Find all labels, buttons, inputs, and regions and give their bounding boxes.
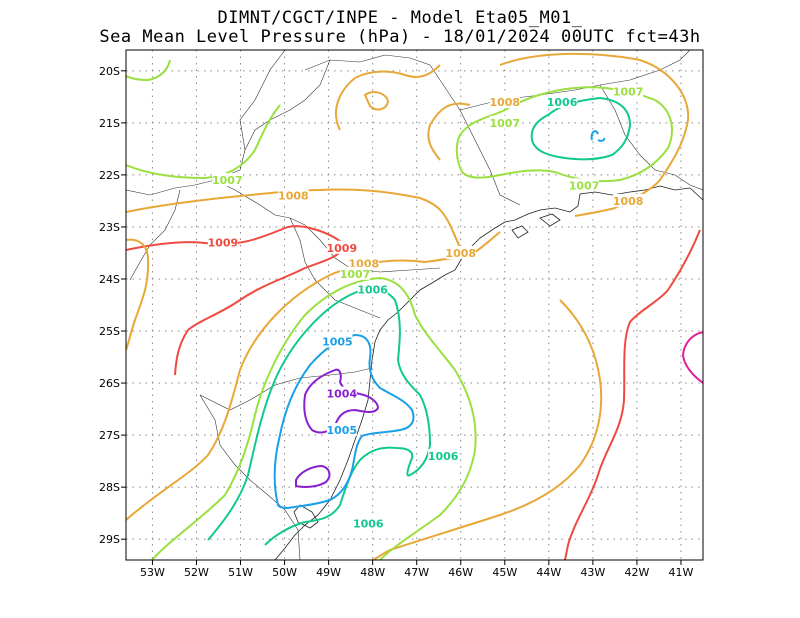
x-tick-label: 42W <box>624 566 649 579</box>
contour-label-1008: 1008 <box>445 247 476 260</box>
contour-1007 <box>126 104 281 180</box>
x-tick-label: 48W <box>360 566 385 579</box>
contour-1007 <box>126 59 171 82</box>
contour-1007 <box>151 276 477 560</box>
contour-label-1004: 1004 <box>327 387 358 400</box>
contour-label-1007: 1007 <box>569 179 600 192</box>
contour-label-bg <box>569 178 600 192</box>
contour-1008 <box>126 238 150 351</box>
contour-1006 <box>530 96 632 161</box>
y-tick-label: 25S <box>99 325 120 338</box>
contour-label-bg <box>489 95 520 109</box>
x-tick-label: 50W <box>272 566 297 579</box>
x-tick-label: 51W <box>228 566 253 579</box>
contour-label-1006: 1006 <box>547 96 578 109</box>
contour-label-1008: 1008 <box>613 195 644 208</box>
contour-1008 <box>363 91 390 111</box>
contour-1010 <box>681 331 703 384</box>
contour-label-1009: 1009 <box>327 242 358 255</box>
y-axis: 20S 21S 22S 23S 24S 25S 26S 27S 28S 29S <box>99 65 126 546</box>
contour-1009 <box>564 229 701 560</box>
contour-1007 <box>455 86 673 183</box>
contour-label-bg <box>207 235 238 249</box>
plot-area <box>126 50 703 560</box>
state-border <box>244 59 331 151</box>
contour-label-bg <box>340 266 371 280</box>
contour-1005 <box>590 130 606 142</box>
contour-label-bg <box>322 334 353 348</box>
contour-label-bg <box>212 173 243 187</box>
x-tick-label: 43W <box>580 566 605 579</box>
contour-1004 <box>303 368 380 434</box>
plot-frame <box>125 49 704 561</box>
gridlines <box>126 50 703 560</box>
contour-label-1008: 1008 <box>278 190 309 203</box>
contour-label-bg <box>445 245 476 259</box>
y-tick-label: 21S <box>99 117 120 130</box>
contour-label-bg <box>613 84 644 98</box>
state-border <box>599 84 703 191</box>
contour-label-1006: 1006 <box>353 518 384 531</box>
x-tick-label: 46W <box>448 566 473 579</box>
y-tick-label: 23S <box>99 221 120 234</box>
y-tick-label: 27S <box>99 429 120 442</box>
contour-label-bg <box>613 193 644 207</box>
country-border <box>199 394 301 560</box>
contour-label-bg <box>428 448 459 462</box>
contour-label-1005: 1005 <box>322 335 353 348</box>
y-tick-label: 28S <box>99 481 120 494</box>
x-axis: 53W 52W 51W 50W 49W 48W 47W 46W 45W 44W 43W 42W 41W <box>140 560 694 579</box>
island-outline <box>511 225 529 239</box>
coastline <box>274 185 703 560</box>
state-border <box>129 189 181 281</box>
chart-title: DIMNT/CGCT/INPE - Model Eta05_M01_ <box>217 8 583 28</box>
y-tick-label: 20S <box>99 65 120 78</box>
state-border <box>199 367 373 411</box>
state-border <box>304 54 521 206</box>
y-tick-label: 22S <box>99 169 120 182</box>
y-tick-label: 24S <box>99 273 120 286</box>
contour-label-1009: 1009 <box>208 237 239 250</box>
y-tick-label: 26S <box>99 377 120 390</box>
state-border <box>289 217 381 319</box>
contour-1005 <box>273 333 415 510</box>
contour-label-1007: 1007 <box>340 268 371 281</box>
contour-label-bg <box>326 386 357 400</box>
contour-label-1007: 1007 <box>212 174 243 187</box>
contour-label-1006: 1006 <box>357 283 388 296</box>
lagoon <box>293 504 319 529</box>
contour-label-bg <box>547 95 578 109</box>
contour-label-bg <box>326 422 357 436</box>
contour-label-1007: 1007 <box>613 86 644 99</box>
contour-1008 <box>126 188 463 251</box>
contour-label-bg <box>353 516 384 530</box>
state-border <box>126 50 286 196</box>
contour-label-1007: 1007 <box>489 117 520 130</box>
contour-label-bg <box>326 240 357 254</box>
contour-labels: 1008 1006 1007 1007 1007 1007 1008 1008 1009 1009… <box>207 84 644 531</box>
x-tick-label: 44W <box>536 566 561 579</box>
y-tick-label: 29S <box>99 533 120 546</box>
contour-label-1005: 1005 <box>327 424 358 437</box>
contour-1008 <box>427 102 471 161</box>
contour-1008 <box>335 64 441 131</box>
state-border <box>214 179 441 273</box>
contour-1008 <box>499 52 690 217</box>
x-tick-label: 47W <box>404 566 429 579</box>
contour-label-bg <box>489 115 520 129</box>
x-tick-label: 41W <box>669 566 694 579</box>
contour-label-1008: 1008 <box>489 96 520 109</box>
contour-1004 <box>295 464 331 488</box>
x-tick-label: 45W <box>492 566 517 579</box>
island-outline <box>539 213 561 227</box>
contour-label-1006: 1006 <box>428 450 459 463</box>
x-tick-label: 49W <box>316 566 341 579</box>
contour-label-bg <box>278 188 309 202</box>
x-tick-label: 53W <box>140 566 165 579</box>
contour-label-bg <box>357 282 388 296</box>
contour-label-bg <box>348 256 379 270</box>
chart-subtitle: Sea Mean Level Pressure (hPa) - 18/01/20… <box>99 27 701 47</box>
x-tick-label: 52W <box>184 566 209 579</box>
